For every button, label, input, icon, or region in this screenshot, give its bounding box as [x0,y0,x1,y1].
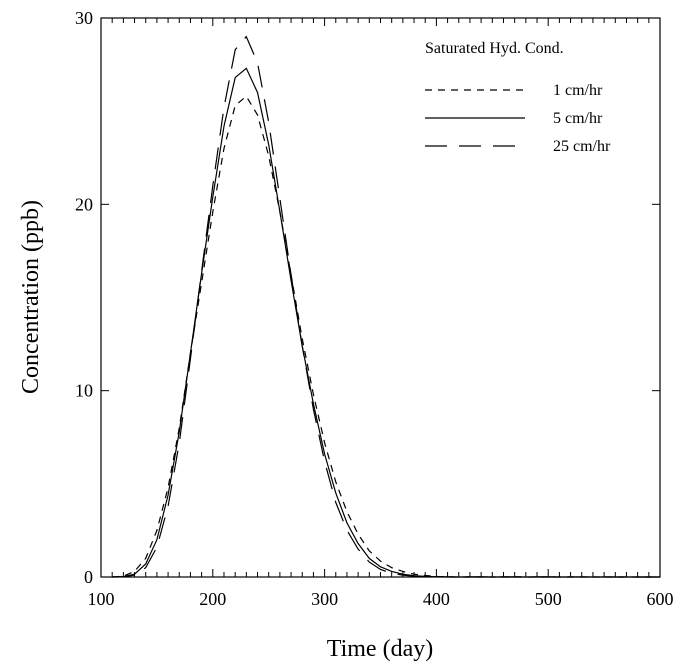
x-tick-labels: 100 200 300 400 500 600 [88,589,674,609]
x-tick-label: 300 [311,589,338,609]
series-lines [112,35,661,578]
y-tick-label: 30 [75,8,93,28]
y-tick-label: 0 [84,567,93,587]
x-tick-label: 200 [199,589,226,609]
x-tick-label: 400 [423,589,450,609]
x-tick-label: 500 [535,589,562,609]
y-tick-label: 20 [75,194,93,214]
x-tick-label: 600 [647,589,674,609]
axis-ticks [100,17,661,578]
series-line-2 [112,67,660,578]
plot-frame [100,17,661,578]
legend-label-1: 1 cm/hr [553,82,603,99]
y-axis-title: Concentration (ppb) [18,200,44,394]
legend: Saturated Hyd. Cond. 1 cm/hr 5 cm/hr 25 cm… [425,40,611,155]
legend-title: Saturated Hyd. Cond. [425,40,564,57]
y-tick-labels: 0 10 20 30 [75,8,93,587]
y-tick-label: 10 [75,381,93,401]
x-tick-label: 100 [88,589,115,609]
series-line-1 [112,95,660,578]
legend-label-2: 5 cm/hr [553,110,603,127]
x-axis-title: Time (day) [327,636,433,662]
legend-label-3: 25 cm/hr [553,138,611,155]
